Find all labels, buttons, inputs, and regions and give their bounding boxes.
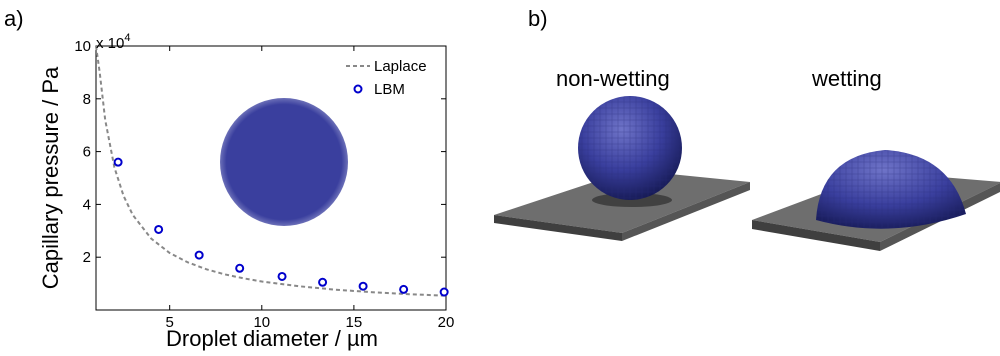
nonwetting-droplet-texture (578, 96, 682, 200)
y-tick-label: 4 (83, 196, 91, 213)
lbm-point (439, 287, 449, 297)
x-tick-label: 10 (253, 314, 270, 331)
lbm-point (235, 263, 245, 273)
y-axis-label: Capillary pressure / Pa (38, 66, 63, 289)
capillary-pressure-chart: 5 10 15 20 2 4 6 8 10 x 104 Droplet diameter / µ… (38, 32, 454, 351)
nonwetting-plate-edge-right (622, 182, 750, 241)
lbm-point (113, 157, 123, 167)
nonwetting-plate-edge-left (494, 215, 622, 241)
y-tick-label: 6 (83, 144, 91, 161)
lbm-point (154, 224, 164, 234)
legend-laplace-label: Laplace (374, 58, 427, 75)
y-tick-label: 2 (83, 249, 91, 266)
y-tick-label: 10 (74, 38, 91, 55)
wetting-plate-edge-left (752, 220, 880, 251)
y-multiplier-text: x 104 (96, 32, 130, 52)
lbm-point (399, 284, 409, 294)
x-axis-label: Droplet diameter / µm (166, 326, 378, 351)
lbm-point (318, 277, 328, 287)
nonwetting-scene (494, 96, 750, 241)
lbm-point (194, 250, 204, 260)
legend-lbm-label: LBM (374, 81, 405, 98)
legend-lbm-swatch (353, 84, 363, 94)
series-layer (95, 45, 449, 297)
x-tick-label: 15 (346, 314, 363, 331)
droplet-disc-image (220, 98, 348, 226)
wetting-scene (752, 150, 1000, 251)
panel-b-label: b) (528, 6, 548, 31)
panel-a-label: a) (4, 6, 24, 31)
wetting-label: wetting (812, 66, 882, 91)
nonwetting-label: non-wetting (556, 66, 670, 91)
wetting-droplet-texture (816, 150, 966, 229)
y-tick-label: 8 (83, 91, 91, 108)
lbm-point (358, 281, 368, 291)
lbm-point (277, 271, 287, 281)
x-tick-label: 20 (438, 314, 455, 331)
x-tick-label: 5 (166, 314, 174, 331)
laplace-series-line (95, 45, 447, 297)
axis-ticks: 5 10 15 20 2 4 6 8 10 (74, 38, 454, 331)
legend: Laplace LBM (346, 58, 427, 98)
droplet-scenes (494, 96, 1000, 251)
